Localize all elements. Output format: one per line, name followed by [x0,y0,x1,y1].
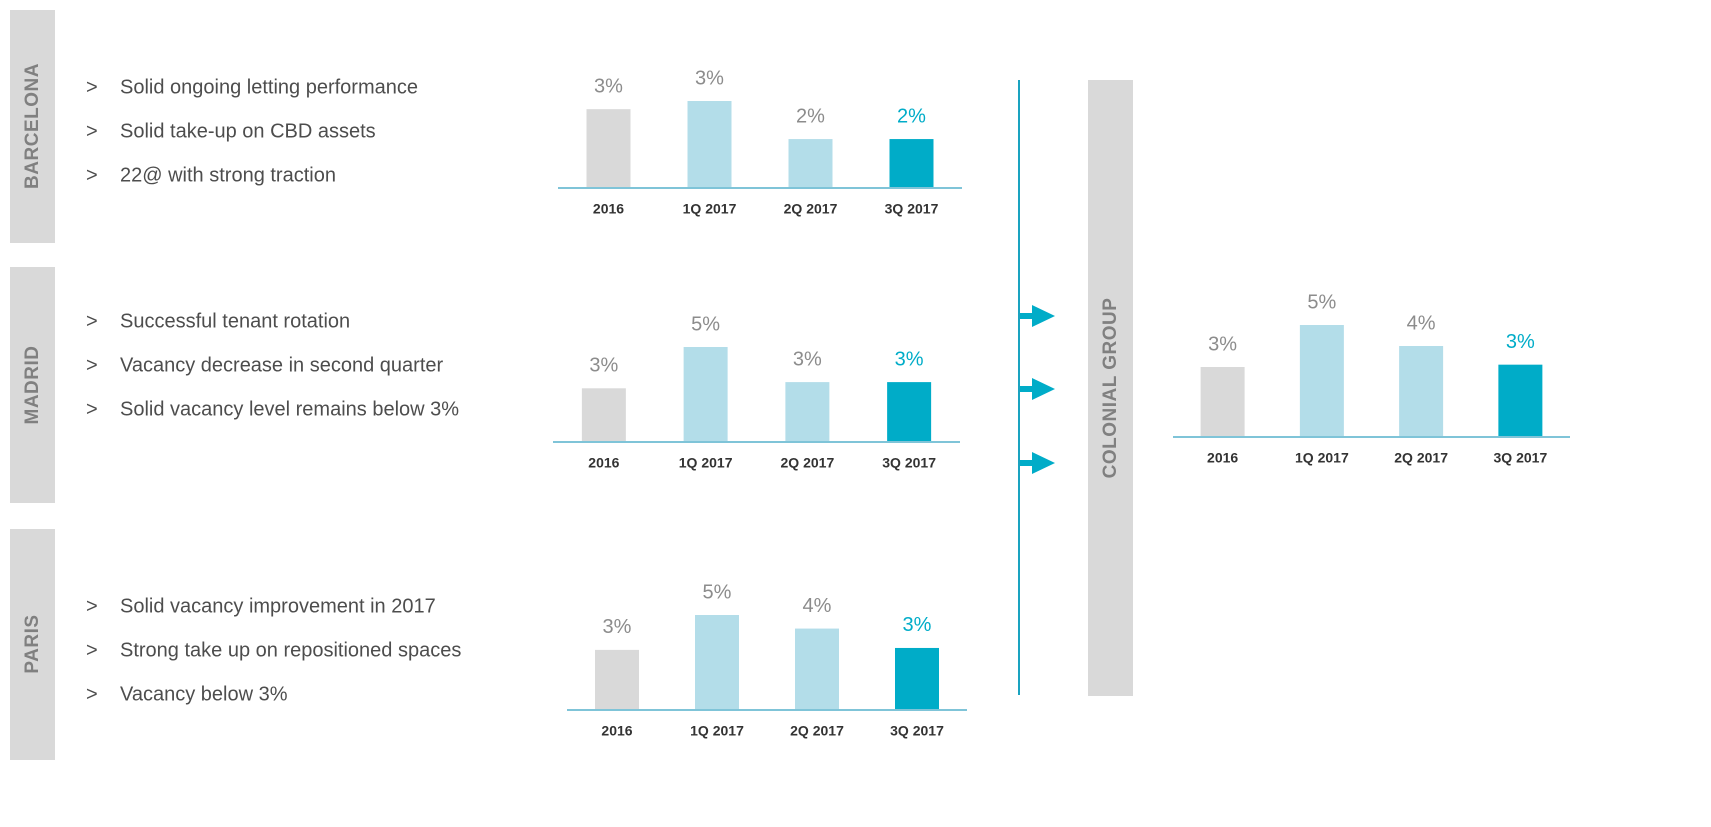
value-label: 3% [1208,333,1237,355]
x-tick-label: 3Q 2017 [885,201,939,217]
bar [1498,364,1543,437]
bar [895,647,939,710]
bar [785,382,830,442]
x-tick-label: 2016 [601,723,632,739]
bar [887,382,932,442]
bullet-marker: > [86,639,98,661]
arrows [1020,305,1055,474]
bar [687,101,732,188]
bullet-marker: > [86,310,98,332]
bar [586,109,631,188]
value-label: 3% [603,616,632,638]
bar [695,615,739,710]
group-box [1088,80,1133,696]
value-label: 2% [897,105,926,127]
bullet-marker: > [86,120,98,142]
bullet-text: Solid vacancy level remains below 3% [120,398,459,420]
bullet-text: 22@ with strong traction [120,164,336,186]
value-label: 4% [1407,312,1436,334]
bullet-text: Vacancy below 3% [120,683,288,705]
value-label: 3% [793,348,822,370]
bullet-marker: > [86,354,98,376]
x-tick-label: 3Q 2017 [1494,450,1548,466]
value-label: 5% [703,581,732,603]
section-box [10,529,55,760]
x-tick-label: 2016 [1207,450,1238,466]
bullet-text: Successful tenant rotation [120,310,350,332]
bar [889,139,934,188]
bar [795,628,839,710]
section-label: PARIS [22,614,43,673]
bullet-marker: > [86,683,98,705]
section-box [10,267,55,503]
value-label: 3% [695,67,724,89]
group-label: COLONIAL GROUP [1100,298,1121,479]
bar [581,388,626,442]
value-label: 3% [589,355,618,377]
x-tick-label: 1Q 2017 [683,201,737,217]
bullet-text: Solid take-up on CBD assets [120,120,376,142]
x-tick-label: 1Q 2017 [679,455,733,471]
value-label: 3% [594,75,623,97]
value-label: 3% [895,348,924,370]
x-tick-label: 1Q 2017 [690,723,744,739]
x-tick-label: 2016 [593,201,624,217]
bar [1399,346,1444,437]
section-label: MADRID [22,346,43,425]
bar [683,347,728,442]
bullet-marker: > [86,398,98,420]
bar [595,649,639,710]
value-label: 3% [903,614,932,636]
bar [788,139,833,188]
bullet-text: Strong take up on repositioned spaces [120,639,461,661]
x-tick-label: 2Q 2017 [781,455,835,471]
bar [1200,367,1245,437]
x-tick-label: 3Q 2017 [882,455,936,471]
value-label: 5% [1307,291,1336,313]
value-label: 3% [1506,331,1535,353]
value-label: 5% [691,313,720,335]
x-tick-label: 3Q 2017 [890,723,944,739]
bullet-text: Solid ongoing letting performance [120,76,418,98]
bullet-text: Vacancy decrease in second quarter [120,354,443,376]
value-label: 4% [803,595,832,617]
bullet-marker: > [86,595,98,617]
bullet-marker: > [86,164,98,186]
x-tick-label: 2Q 2017 [784,201,838,217]
x-tick-label: 1Q 2017 [1295,450,1349,466]
x-tick-label: 2016 [588,455,619,471]
section-label: BARCELONA [22,63,43,189]
bullet-marker: > [86,76,98,98]
x-tick-label: 2Q 2017 [1394,450,1448,466]
bullet-text: Solid vacancy improvement in 2017 [120,595,436,617]
section-box [10,10,55,243]
bar [1299,325,1344,437]
value-label: 2% [796,105,825,127]
x-tick-label: 2Q 2017 [790,723,844,739]
